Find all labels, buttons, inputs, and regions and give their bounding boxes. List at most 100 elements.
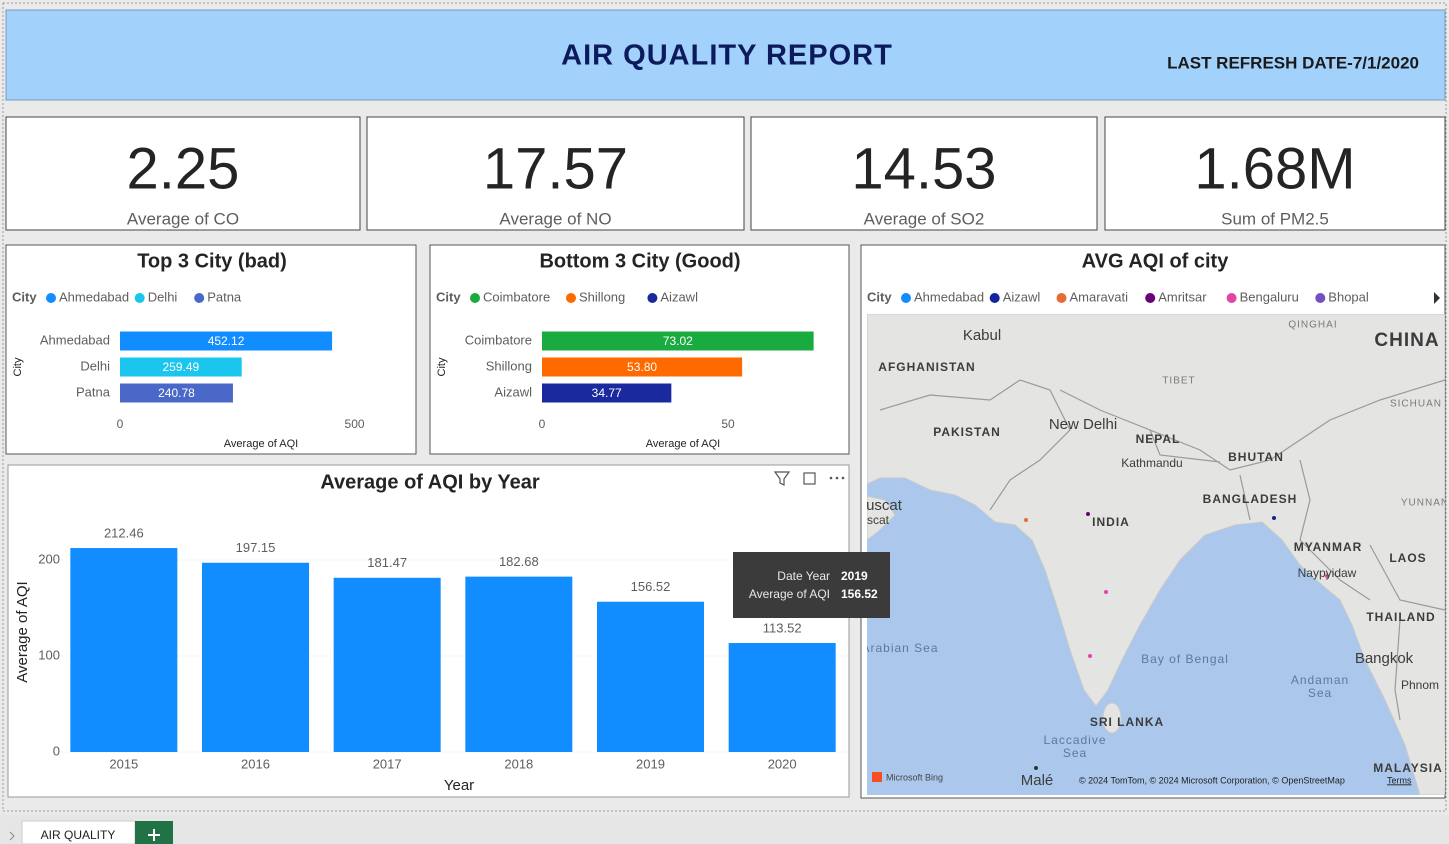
map-dot bbox=[1104, 590, 1108, 594]
legend-label: Patna bbox=[207, 289, 242, 304]
y-axis-title: Average of AQI bbox=[14, 581, 31, 682]
legend-title: City bbox=[436, 289, 461, 304]
x-tick-label: 50 bbox=[721, 417, 735, 431]
bar bbox=[542, 383, 672, 403]
map-label: MYANMAR bbox=[1294, 540, 1363, 554]
map-label: LAOS bbox=[1389, 551, 1426, 565]
y-tick-label: Patna bbox=[76, 384, 111, 399]
legend-label: Shillong bbox=[579, 289, 625, 304]
map-label: Malé bbox=[1021, 772, 1054, 789]
y-axis-title: City bbox=[12, 357, 24, 376]
x-tick-label: 2020 bbox=[768, 756, 797, 771]
focus-icon[interactable] bbox=[803, 472, 816, 485]
map-label: scat bbox=[867, 513, 890, 527]
data-label: 113.52 bbox=[763, 620, 802, 635]
legend-swatch bbox=[1145, 293, 1156, 303]
map-label: QINGHAI bbox=[1288, 320, 1337, 331]
map-label: BANGLADESH bbox=[1203, 492, 1298, 506]
bar bbox=[120, 331, 333, 351]
map-label: YUNNAN bbox=[1401, 498, 1449, 509]
data-label: 53.80 bbox=[627, 360, 657, 374]
legend-label: Ahmedabad bbox=[914, 289, 984, 304]
x-tick-label: 2017 bbox=[373, 756, 402, 771]
data-label: 156.52 bbox=[631, 579, 671, 594]
map-label: SICHUAN bbox=[1390, 399, 1442, 410]
x-tick-label: 500 bbox=[345, 417, 365, 431]
chart-title: Bottom 3 City (Good) bbox=[539, 250, 740, 272]
x-tick-label: 2015 bbox=[109, 756, 138, 771]
x-tick-label: 0 bbox=[539, 417, 546, 431]
map-label: MALAYSIA bbox=[1373, 761, 1443, 775]
tab-scroll[interactable] bbox=[9, 831, 15, 841]
map-terms[interactable]: Terms bbox=[1387, 775, 1412, 785]
map-label: Andaman bbox=[1291, 673, 1349, 687]
legend-swatch bbox=[134, 293, 145, 303]
map-label: Bay of Bengal bbox=[1141, 652, 1229, 666]
bar bbox=[728, 643, 836, 752]
map-title: AVG AQI of city bbox=[1082, 250, 1230, 272]
report-title: AIR QUALITY REPORT bbox=[561, 40, 893, 72]
y-tick-label: Delhi bbox=[80, 358, 110, 373]
legend-swatch bbox=[1315, 293, 1326, 303]
legend-label: Amaravati bbox=[1070, 289, 1129, 304]
x-axis-title: Year bbox=[444, 777, 474, 794]
bar bbox=[202, 562, 309, 752]
header-band bbox=[5, 9, 1446, 101]
map-canvas: Kabul AFGHANISTAN QINGHAI CHINA TIBET SICHUAN… bbox=[861, 314, 1449, 795]
bar bbox=[120, 357, 242, 377]
y-tick-label: 200 bbox=[38, 551, 60, 566]
map-provider: Microsoft Bing bbox=[886, 772, 943, 782]
tooltip bbox=[733, 552, 890, 618]
y-tick-label: Aizawl bbox=[494, 384, 532, 399]
y-tick-label: Ahmedabad bbox=[40, 332, 110, 347]
map-label: PAKISTAN bbox=[933, 425, 1001, 439]
kpi-card bbox=[5, 116, 361, 231]
legend-label: Aizawl bbox=[660, 289, 698, 304]
legend-label: Aizawl bbox=[1003, 289, 1041, 304]
map-dot bbox=[1086, 512, 1090, 516]
legend-title: City bbox=[867, 289, 892, 304]
x-axis-title: Average of AQI bbox=[224, 438, 298, 450]
bar bbox=[333, 577, 441, 752]
add-icon bbox=[148, 829, 160, 841]
map-label: Naypyidaw bbox=[1298, 566, 1357, 580]
legend-label: Ahmedabad bbox=[59, 289, 129, 304]
map-label: BHUTAN bbox=[1228, 450, 1284, 464]
kpi-card bbox=[750, 116, 1098, 231]
bar bbox=[120, 383, 233, 403]
map-label: SRI LANKA bbox=[1090, 715, 1164, 729]
legend-title: City bbox=[12, 289, 37, 304]
map-label: Phnom bbox=[1401, 678, 1439, 692]
legend-swatch bbox=[647, 293, 658, 303]
borders bbox=[879, 379, 1445, 721]
page-tab-label[interactable]: AIR QUALITY bbox=[41, 828, 116, 842]
kpi-value: 1.68M bbox=[1194, 136, 1355, 201]
map-label: Sea bbox=[1308, 686, 1332, 700]
map-label: Laccadive bbox=[1043, 733, 1106, 747]
map-label: Arabian Sea bbox=[861, 641, 938, 655]
tooltip-label: Average of AQI bbox=[749, 587, 830, 601]
data-label: 34.77 bbox=[592, 386, 622, 400]
visual-icons bbox=[773, 471, 845, 486]
map-label: NEPAL bbox=[1136, 432, 1181, 446]
map-dot bbox=[1325, 574, 1329, 578]
map-label: TIBET bbox=[1162, 376, 1195, 387]
map-label: THAILAND bbox=[1366, 610, 1435, 624]
y-tick-label: Coimbatore bbox=[465, 332, 532, 347]
map-label: New Delhi bbox=[1049, 416, 1117, 433]
y-tick-label: 0 bbox=[53, 743, 60, 758]
map-label: uscat bbox=[866, 497, 903, 514]
x-tick-label: 2018 bbox=[504, 756, 533, 771]
more-icon[interactable] bbox=[829, 476, 845, 480]
data-label: 240.78 bbox=[158, 386, 195, 400]
x-tick-label: 2019 bbox=[636, 756, 665, 771]
map: AVG AQI of city City Ahmedabad Aizawl Amarav… bbox=[861, 250, 1449, 795]
kpi-value: 2.25 bbox=[127, 136, 240, 201]
bar bbox=[542, 331, 814, 351]
data-label: 73.02 bbox=[663, 334, 693, 348]
malaysia bbox=[1395, 720, 1445, 790]
filter-icon[interactable] bbox=[773, 471, 791, 486]
legend-swatch bbox=[901, 293, 911, 303]
kpi-label: Average of SO2 bbox=[864, 209, 985, 228]
